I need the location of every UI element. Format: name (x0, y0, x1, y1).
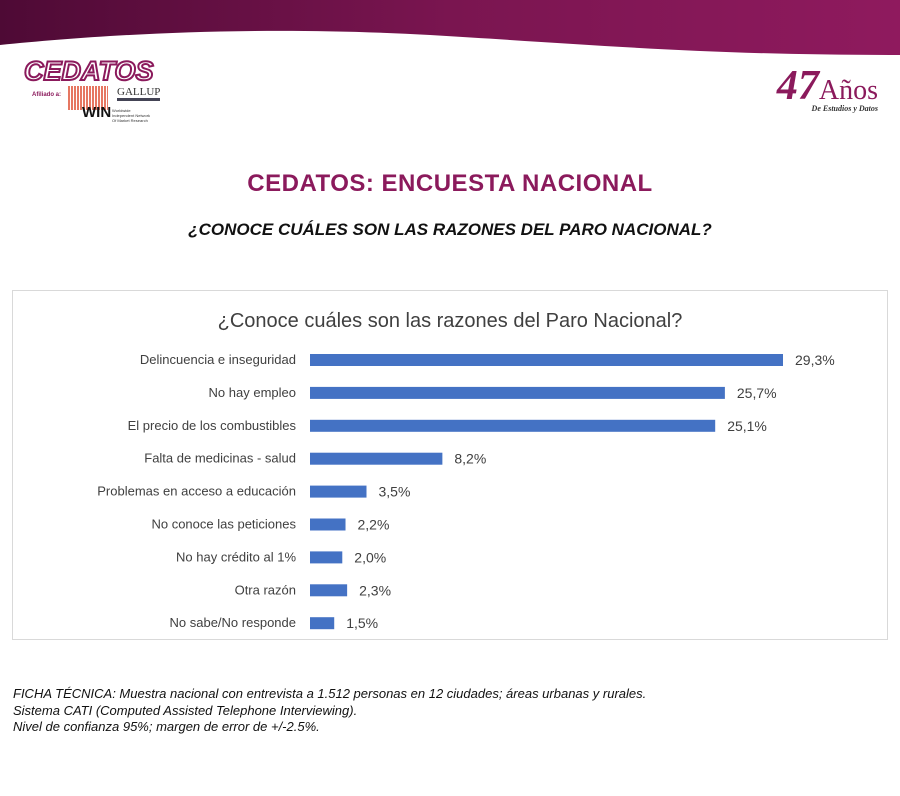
category-label: Problemas en acceso a educación (97, 484, 296, 499)
category-label: Otra razón (235, 582, 296, 597)
category-label: Delincuencia e inseguridad (140, 352, 296, 367)
bar (310, 386, 725, 399)
category-label: No hay crédito al 1% (176, 549, 296, 564)
footer-line: Sistema CATI (Computed Assisted Telephon… (13, 702, 358, 718)
data-label: 1,5% (346, 615, 378, 631)
win-subtitle: Worldwide Independent Network Of Market … (112, 108, 151, 123)
bar (310, 617, 335, 630)
page-subtitle: ¿CONOCE CUÁLES SON LAS RAZONES DEL PARO … (188, 220, 712, 239)
data-label: 2,3% (359, 582, 391, 598)
page-title: CEDATOS: ENCUESTA NACIONAL (247, 170, 653, 197)
footer-line: Nivel de confianza 95%; margen de error … (13, 719, 320, 734)
affiliate-label: Afiliado a: (32, 92, 62, 98)
data-label: 2,2% (358, 517, 390, 533)
bar (310, 551, 343, 564)
anniversary-sub: De Estudios y Datos (811, 104, 878, 113)
logo-text: CEDATOS (23, 55, 155, 87)
bar (310, 518, 346, 531)
chart-title: ¿Conoce cuáles son las razones del Paro … (218, 310, 683, 332)
chart-container: ¿Conoce cuáles son las razones del Paro … (12, 290, 888, 640)
data-label: 29,3% (795, 352, 835, 368)
bar (310, 584, 348, 597)
footer-line: FICHA TÉCNICA: Muestra nacional con entr… (13, 686, 647, 701)
technical-note: FICHA TÉCNICA: Muestra nacional con entr… (13, 686, 646, 736)
data-label: 25,1% (727, 418, 767, 434)
data-label: 2,0% (354, 549, 386, 565)
cedatos-logo: CEDATOS Afiliado a: GALLUP WIN Worldwide… (23, 55, 161, 123)
bar (310, 485, 367, 498)
bar (310, 354, 783, 366)
category-label: El precio de los combustibles (128, 418, 297, 433)
bar-chart: ¿Conoce cuáles son las razones del Paro … (97, 310, 835, 631)
category-label: No hay empleo (209, 385, 296, 400)
category-label: No sabe/No responde (170, 615, 296, 630)
bar (310, 452, 443, 465)
gallup-logo: GALLUP (117, 86, 161, 101)
bar (310, 419, 716, 432)
data-label: 8,2% (454, 451, 486, 467)
data-label: 25,7% (737, 385, 777, 401)
anniversary-badge: 47Años De Estudios y Datos (776, 62, 878, 113)
category-label: Falta de medicinas - salud (144, 451, 296, 466)
world-map-icon (68, 86, 108, 110)
anniversary-number: 47 (776, 63, 819, 109)
data-label: 3,5% (379, 484, 411, 500)
anniversary-word: Años (818, 75, 878, 106)
header-banner (0, 0, 900, 55)
category-label: No conoce las peticiones (151, 517, 296, 532)
win-logo: WIN (82, 104, 112, 121)
